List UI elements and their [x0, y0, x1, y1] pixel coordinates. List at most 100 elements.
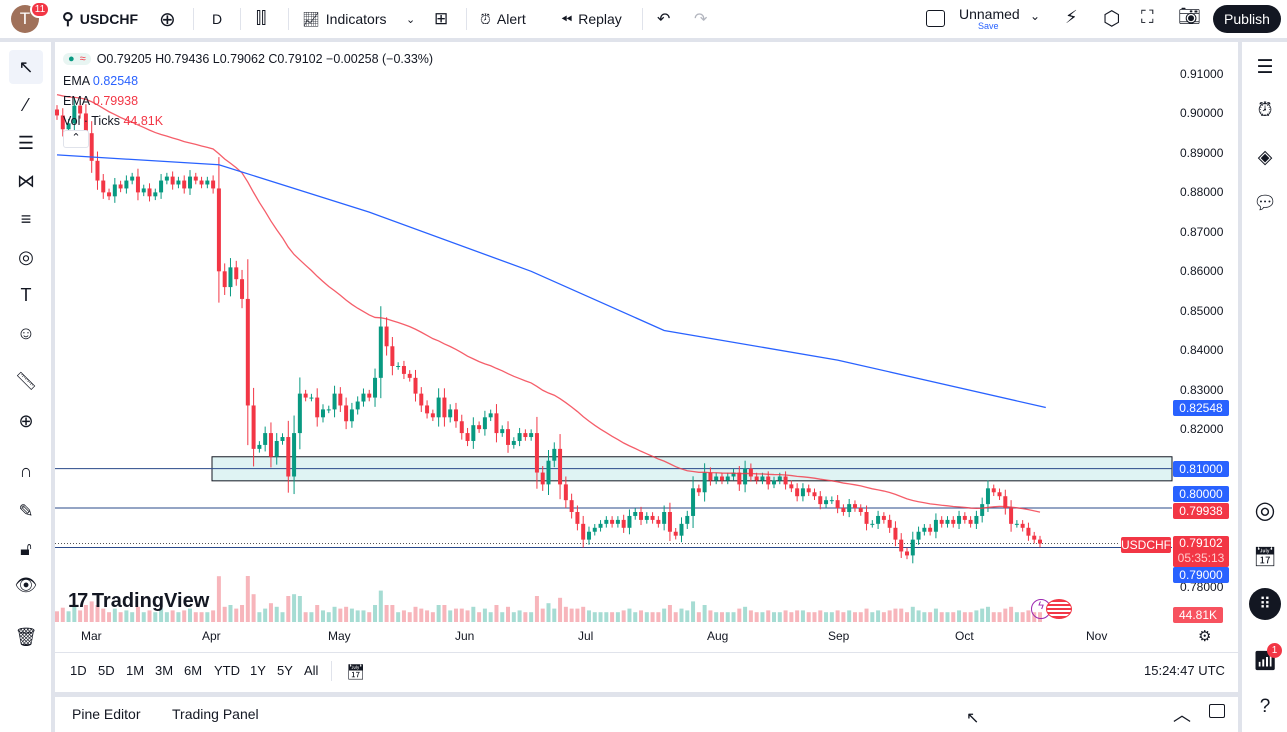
collapse-legend-button[interactable]: ⌃ [63, 130, 89, 148]
candle-body [263, 433, 268, 445]
indicators-dropdown[interactable]: ⌄ [406, 0, 415, 38]
layout-square-icon[interactable] [926, 10, 945, 27]
alerts-clock-icon[interactable]: ⏰︎ [1257, 100, 1273, 121]
target-icon[interactable]: ◎ [1254, 496, 1276, 524]
candle-body [685, 515, 690, 524]
volume-bar [257, 612, 262, 622]
time-axis-settings-icon[interactable]: ⚙︎ [1198, 628, 1212, 645]
magnet-icon[interactable]: ∩ [19, 460, 33, 481]
volume-bar [401, 610, 406, 622]
brush-icon[interactable]: ◎ [18, 246, 34, 267]
settings-hexagon-icon[interactable]: ⬡ [1103, 8, 1121, 30]
chat-icon[interactable]: 💬︎ [1252, 193, 1278, 214]
lock-drawing-icon[interactable]: ✎ [18, 500, 34, 521]
fib-lines-icon[interactable]: ☰ [17, 132, 35, 153]
chart-type-button[interactable]: ⫿⫿ [256, 0, 266, 38]
candle-body [760, 476, 765, 481]
chart-pane[interactable] [55, 42, 1238, 692]
volume-bar [164, 612, 169, 622]
emoji-icon[interactable]: ☺ [16, 322, 36, 343]
calendar-icon[interactable]: 📅︎ [1252, 547, 1278, 568]
time-label: Mar [81, 629, 102, 643]
publish-button[interactable]: Publish [1213, 5, 1281, 33]
alert-button[interactable]: ⏰︎ Alert [480, 0, 526, 38]
chart-legend: ● ≈ O0.79205 H0.79436 L0.79062 C0.79102 −… [63, 50, 433, 148]
projection-icon[interactable]: ≡ [20, 208, 32, 229]
replay-button[interactable]: ⏪︎ Replay [561, 0, 622, 38]
trash-icon[interactable]: 🗑︎ [14, 626, 38, 647]
level-price-tag: 0.80000 [1173, 486, 1229, 502]
trend-line-icon[interactable]: ⁄ [24, 94, 28, 115]
candle-body [257, 444, 262, 449]
pattern-icon[interactable]: ⋈ [17, 170, 35, 191]
volume-bar [107, 612, 112, 622]
go-to-date-calendar-icon[interactable]: 📅︎ [346, 664, 366, 681]
help-icon[interactable]: ? [1259, 696, 1271, 717]
range-1y[interactable]: 1Y [250, 663, 266, 678]
quick-search-icon[interactable]: ⚡︎ [1065, 7, 1078, 27]
camera-icon[interactable]: 📷︎ [1178, 6, 1201, 26]
range-5d[interactable]: 5D [98, 663, 115, 678]
volume-bar [453, 608, 458, 622]
range-1m[interactable]: 1M [126, 663, 145, 678]
layout-name[interactable]: Unnamed [959, 6, 1020, 22]
fullscreen-icon[interactable]: ⛶ [1141, 7, 1154, 27]
lock-icon[interactable]: 🔓︎ [20, 538, 32, 559]
candle-body [1026, 527, 1031, 536]
volume-bar [471, 606, 476, 622]
time-label: Sep [828, 629, 850, 643]
clock-timezone[interactable]: 15:24:47 UTC [1144, 663, 1225, 678]
chevron-down-icon: ⌄ [406, 13, 416, 26]
volume-bar [777, 612, 782, 622]
volume-bar [974, 610, 979, 622]
apps-grid-icon[interactable]: ⠿ [1249, 588, 1281, 620]
text-icon[interactable]: T [20, 284, 32, 305]
ema2-label[interactable]: EMA [63, 94, 90, 108]
candle-body [361, 393, 366, 402]
undo-button[interactable]: ↶ [657, 0, 670, 38]
candle-body [563, 484, 568, 501]
range-6m[interactable]: 6M [184, 663, 203, 678]
compare-add-symbol-button[interactable]: ⊕ [159, 0, 176, 38]
pine-editor-tab[interactable]: Pine Editor [72, 706, 141, 722]
range-3m[interactable]: 3M [155, 663, 174, 678]
trading-panel-tab[interactable]: Trading Panel [172, 706, 259, 722]
alarm-clock-icon: ⏰︎ [480, 10, 491, 27]
volume-bar [101, 608, 106, 622]
chevron-down-icon[interactable]: ⌄ [1030, 9, 1041, 23]
zoom-in-icon[interactable]: ⊕ [18, 410, 34, 431]
volume-bar [506, 606, 511, 622]
range-all[interactable]: All [304, 663, 319, 678]
indicators-button[interactable]: 📈︎ Indicators [302, 0, 386, 38]
range-1d[interactable]: 1D [70, 663, 87, 678]
candle-body [124, 180, 129, 189]
eye-icon[interactable]: 👁︎ [14, 574, 38, 595]
candle-body [783, 476, 788, 485]
collapse-panel-icon[interactable]: ︿ [1173, 705, 1191, 725]
layouts-button[interactable]: ⊞ [434, 0, 448, 38]
save-label[interactable]: Save [978, 21, 999, 31]
us-flag-event-icon[interactable] [1046, 599, 1072, 619]
ema1-label[interactable]: EMA [63, 74, 90, 88]
watchlist-icon[interactable]: ☰ [1256, 56, 1274, 78]
symbol-search-button[interactable]: ⚲ USDCHF [62, 0, 138, 38]
volume-bar [644, 612, 649, 622]
ruler-icon[interactable]: 📏︎ [14, 370, 38, 391]
candle-body [777, 476, 782, 481]
cursor-icon[interactable]: ↖ [9, 50, 43, 84]
volume-bar [662, 608, 667, 622]
maximize-panel-icon[interactable] [1209, 704, 1225, 718]
redo-button[interactable]: ↷ [694, 0, 707, 38]
candle-body [309, 397, 314, 399]
candle-body [552, 448, 557, 461]
candle-body [627, 515, 632, 528]
candle-body [135, 176, 140, 193]
interval-button[interactable]: D [212, 11, 223, 27]
volume-bar [864, 608, 869, 622]
volume-label[interactable]: Vol · Ticks [63, 114, 120, 128]
range-5y[interactable]: 5Y [277, 663, 293, 678]
volume-bar [315, 605, 320, 622]
range-ytd[interactable]: YTD [214, 663, 240, 678]
layers-icon[interactable]: ◈ [1257, 146, 1273, 168]
volume-bar [725, 612, 730, 622]
